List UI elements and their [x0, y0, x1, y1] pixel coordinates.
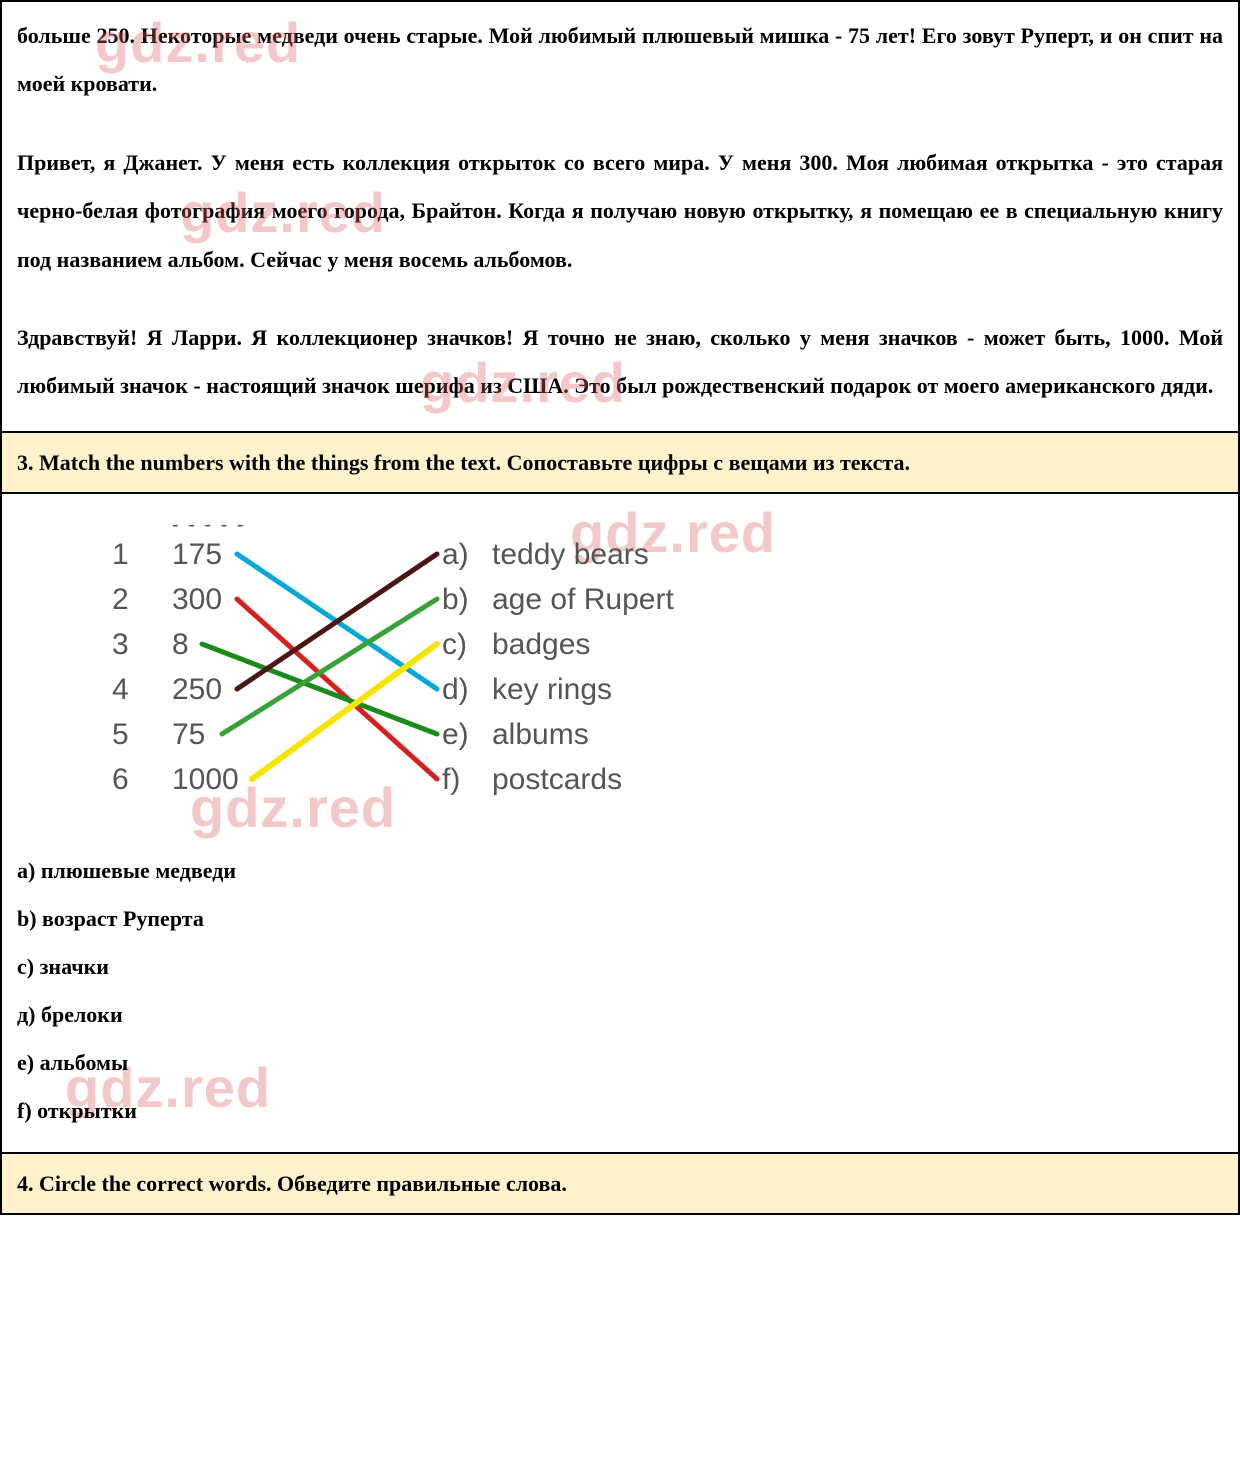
match-line: [237, 599, 437, 779]
match-diagram: - - - - - 1 2 3 4 5 6 175 300 8 250 75 1…: [57, 514, 1157, 824]
answer-b: b) возраст Руперта: [17, 897, 1223, 941]
task4-header: 4. Circle the correct words. Обведите пр…: [0, 1154, 1240, 1215]
match-line: [252, 644, 437, 779]
answer-c: c) значки: [17, 945, 1223, 989]
task3-body: - - - - - 1 2 3 4 5 6 175 300 8 250 75 1…: [0, 494, 1240, 1154]
paragraph-3: Здравствуй! Я Ларри. Я коллекционер знач…: [17, 314, 1223, 411]
match-lines-svg: [57, 514, 1157, 824]
answer-f: f) открытки: [17, 1089, 1223, 1133]
answer-d: д) брелоки: [17, 993, 1223, 1037]
answer-list: a) плюшевые медведи b) возраст Руперта c…: [17, 849, 1223, 1133]
reading-text-section: больше 250. Некоторые медведи очень стар…: [0, 0, 1240, 433]
answer-a: a) плюшевые медведи: [17, 849, 1223, 893]
page-container: gdz.red gdz.red gdz.red gdz.red gdz.red …: [0, 0, 1240, 1215]
task3-header: 3. Match the numbers with the things fro…: [0, 433, 1240, 494]
answer-e: e) альбомы: [17, 1041, 1223, 1085]
paragraph-2: Привет, я Джанет. У меня есть коллекция …: [17, 139, 1223, 284]
paragraph-1: больше 250. Некоторые медведи очень стар…: [17, 12, 1223, 109]
